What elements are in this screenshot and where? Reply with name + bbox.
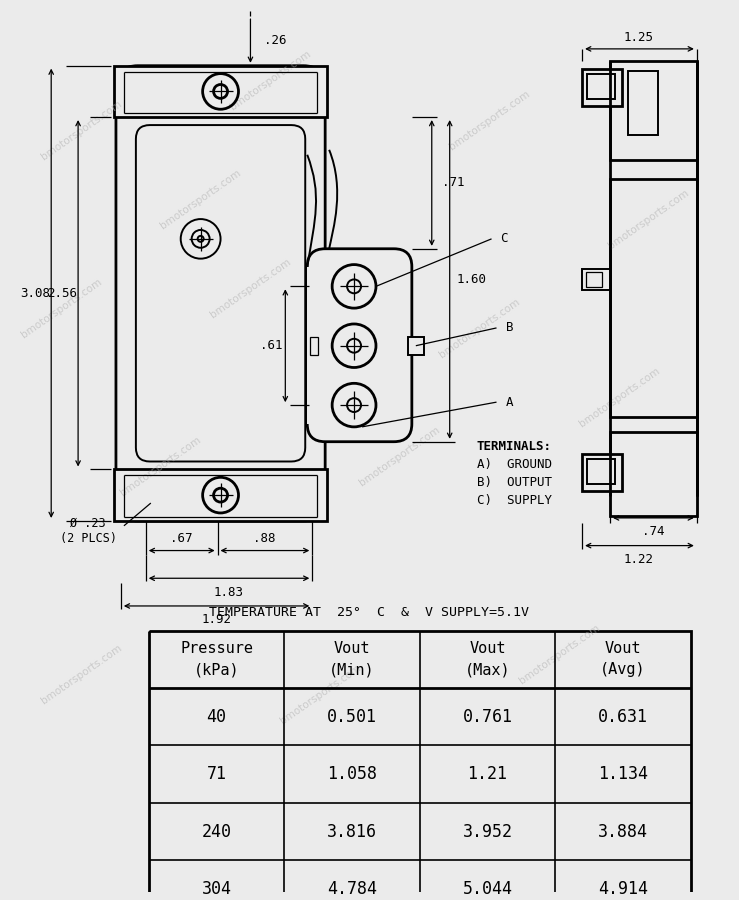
Bar [586,272,602,287]
Text: bmotorsports.com: bmotorsports.com [39,643,123,706]
Text: .61: .61 [260,339,282,352]
Text: 1.83: 1.83 [214,586,244,598]
Bar [114,66,327,117]
Text: 0.631: 0.631 [598,707,648,725]
Bar [310,337,319,355]
Text: 240: 240 [202,823,231,841]
Text: 3.884: 3.884 [598,823,648,841]
Text: Pressure
(kPa): Pressure (kPa) [180,642,253,678]
Text: 1.134: 1.134 [598,765,648,783]
Text: Vout
(Avg): Vout (Avg) [600,642,646,678]
Text: .71: .71 [443,176,465,189]
Bar [582,454,622,491]
Text: bmotorsports.com: bmotorsports.com [19,276,103,340]
Bar [610,61,697,159]
Text: 1.058: 1.058 [327,765,377,783]
Text: 1.21: 1.21 [468,765,508,783]
Text: 3.08: 3.08 [20,287,50,300]
Text: C)  SUPPLY: C) SUPPLY [477,493,551,507]
Text: .26: .26 [264,34,287,48]
Bar [628,71,658,135]
Text: 5.044: 5.044 [463,880,513,898]
Text: TERMINALS:: TERMINALS: [477,440,551,454]
Bar [610,432,697,516]
Text: 0.501: 0.501 [327,707,377,725]
Text: Ø .23
(2 PLCS): Ø .23 (2 PLCS) [60,517,117,544]
Text: C: C [500,232,507,246]
Bar [588,458,615,484]
Text: .88: .88 [253,532,276,545]
Bar [149,631,691,900]
Bar [582,268,610,291]
Text: bmotorsports.com: bmotorsports.com [447,88,532,152]
Text: 1.60: 1.60 [457,273,486,286]
Bar [114,470,327,521]
Text: Vout
(Max): Vout (Max) [465,642,511,678]
Text: bmotorsports.com: bmotorsports.com [158,167,243,231]
Text: 1.92: 1.92 [202,613,231,626]
Text: 304: 304 [202,880,231,898]
Text: 3.952: 3.952 [463,823,513,841]
Text: 4.914: 4.914 [598,880,648,898]
FancyBboxPatch shape [307,248,412,442]
Bar [408,337,423,355]
FancyBboxPatch shape [116,66,325,521]
Text: bmotorsports.com: bmotorsports.com [577,365,661,428]
Text: bmotorsports.com: bmotorsports.com [607,187,691,251]
Bar [582,68,622,106]
Text: B: B [505,321,513,335]
Text: bmotorsports.com: bmotorsports.com [118,435,203,498]
Text: bmotorsports.com: bmotorsports.com [39,98,123,162]
Text: bmotorsports.com: bmotorsports.com [278,662,362,725]
Text: 1.25: 1.25 [624,31,654,43]
FancyBboxPatch shape [136,125,305,462]
Text: B)  OUTPUT: B) OUTPUT [477,476,551,489]
Bar [307,266,327,424]
Text: .74: .74 [641,526,664,538]
Bar [610,179,697,417]
Text: 4.784: 4.784 [327,880,377,898]
Text: A: A [505,396,513,409]
Text: 40: 40 [207,707,227,725]
Text: TEMPERATURE AT  25°  C  &  V SUPPLY=5.1V: TEMPERATURE AT 25° C & V SUPPLY=5.1V [209,607,529,619]
Text: bmotorsports.com: bmotorsports.com [517,623,602,686]
Bar [588,74,615,99]
Text: A)  GROUND: A) GROUND [477,458,551,471]
Text: Vout
(Min): Vout (Min) [330,642,375,678]
Text: bmotorsports.com: bmotorsports.com [228,49,313,112]
Text: 71: 71 [207,765,227,783]
Text: 0.761: 0.761 [463,707,513,725]
Text: 3.816: 3.816 [327,823,377,841]
Text: bmotorsports.com: bmotorsports.com [437,296,522,360]
Text: bmotorsports.com: bmotorsports.com [358,425,442,488]
Text: .67: .67 [171,532,193,545]
Text: 1.22: 1.22 [624,553,654,566]
Text: 2.56: 2.56 [47,287,77,300]
Text: bmotorsports.com: bmotorsports.com [208,256,293,320]
